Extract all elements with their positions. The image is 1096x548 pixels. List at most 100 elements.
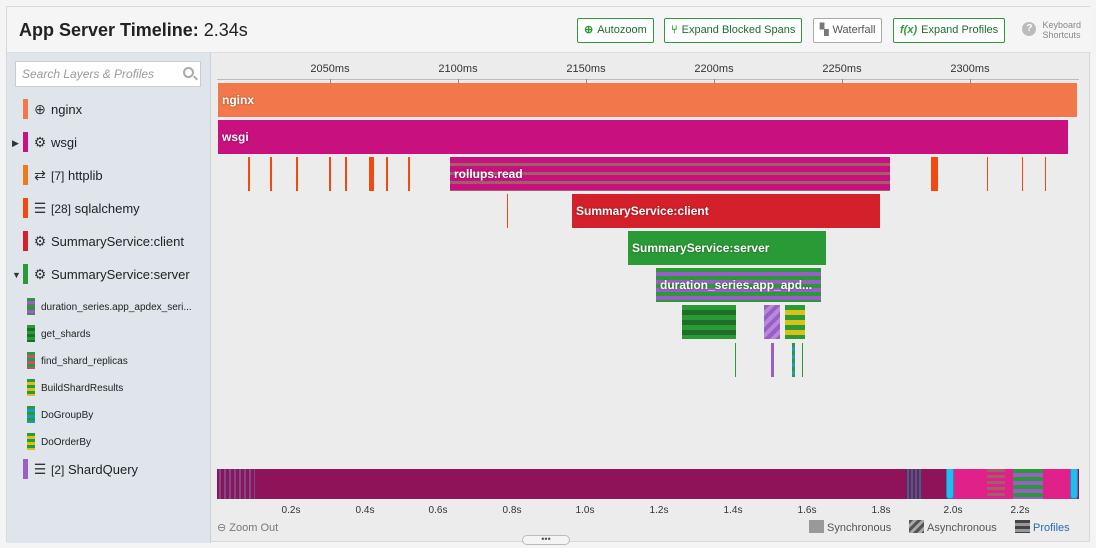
layer-color-swatch — [23, 99, 28, 119]
sqlalchemy-span[interactable] — [369, 157, 374, 191]
overview-minimap[interactable] — [217, 469, 1079, 499]
layer-label: nginx — [51, 102, 83, 117]
axis-tick — [970, 79, 971, 83]
layer-label: [28] sqlalchemy — [51, 201, 140, 216]
search-input[interactable]: Search Layers & Profiles — [15, 61, 201, 87]
resize-grip[interactable]: ••• — [522, 535, 570, 545]
layer-color-swatch — [23, 459, 28, 479]
profile-label: BuildShardResults — [41, 383, 124, 394]
profile-swatch — [27, 352, 35, 369]
span-nginx[interactable]: nginx — [218, 83, 1077, 117]
sqlalchemy-span[interactable] — [270, 157, 272, 191]
axis-tick-label: 2100ms — [438, 63, 478, 75]
expand-profiles-button[interactable]: f(x) Expand Profiles — [893, 18, 1006, 43]
gears-icon: ⚙ — [33, 233, 47, 249]
overview-segment — [219, 469, 255, 499]
profile-item[interactable]: get_shards — [7, 320, 211, 347]
profile-block-async[interactable] — [764, 305, 780, 339]
gears-icon: ⚙ — [33, 266, 47, 282]
collapse-arrow-icon[interactable]: ▼ — [12, 270, 21, 280]
sqlalchemy-span[interactable] — [345, 157, 347, 191]
profile-block[interactable] — [771, 343, 774, 377]
keyboard-shortcuts-link[interactable]: ? Keyboard Shortcuts — [1022, 20, 1081, 40]
sqlalchemy-span[interactable] — [931, 157, 938, 191]
layer-wsgi[interactable]: ▶ ⚙ wsgi — [7, 128, 211, 158]
sqlalchemy-span[interactable] — [248, 157, 250, 191]
sqlalchemy-span[interactable] — [1045, 157, 1046, 191]
layers-sidebar: Search Layers & Profiles ⊕ nginx ▶ ⚙ wsg… — [7, 53, 211, 543]
profile-swatch — [27, 298, 35, 315]
layer-color-swatch — [23, 198, 28, 218]
time-axis — [217, 79, 1079, 80]
layer-sqlalchemy[interactable]: ☰ [28] sqlalchemy — [7, 194, 211, 224]
layer-shardquery[interactable]: ☰ [2] ShardQuery — [7, 455, 211, 485]
keyboard-label-1: Keyboard — [1042, 20, 1081, 30]
asynchronous-swatch — [909, 520, 924, 533]
synchronous-swatch — [809, 520, 824, 533]
page-title: App Server Timeline: 2.34s — [19, 20, 248, 41]
layer-color-swatch — [23, 132, 28, 152]
database-icon: ☰ — [33, 461, 47, 477]
overview-right-handle[interactable] — [1070, 469, 1078, 499]
autozoom-button[interactable]: ⊕ Autozoom — [577, 18, 654, 43]
layer-label: [7] httplib — [51, 168, 103, 183]
axis-tick — [458, 79, 459, 83]
timeline-canvas[interactable]: 2050ms 2100ms 2150ms 2200ms 2250ms 2300m… — [217, 53, 1079, 465]
legend-asynchronous: Asynchronous — [909, 520, 997, 534]
layer-nginx[interactable]: ⊕ nginx — [7, 95, 211, 125]
profile-block-build-shard-results[interactable] — [785, 305, 805, 339]
zoom-icon: ⊕ — [584, 24, 594, 36]
legend-label: Synchronous — [827, 522, 892, 534]
layer-label: wsgi — [51, 135, 78, 150]
profile-item[interactable]: duration_series.app_apdex_seri... — [7, 293, 211, 320]
sqlalchemy-span[interactable] — [296, 157, 298, 191]
profile-block[interactable] — [792, 343, 795, 377]
overview-tick-label: 1.2s — [649, 505, 669, 516]
overview-left-handle[interactable] — [946, 469, 954, 499]
layer-summaryservice-server[interactable]: ▼ ⚙ SummaryService:server — [7, 260, 211, 290]
profile-item[interactable]: DoGroupBy — [7, 401, 211, 428]
profile-block[interactable] — [735, 343, 736, 377]
total-duration: 2.34s — [203, 20, 248, 40]
layer-httplib[interactable]: ⇄ [7] httplib — [7, 161, 211, 191]
sqlalchemy-span[interactable] — [408, 157, 410, 191]
span-duration-series[interactable]: duration_series.app_apd... — [656, 268, 821, 302]
zoom-out-button[interactable]: ⊖ Zoom Out — [217, 521, 278, 534]
expand-profiles-label: Expand Profiles — [921, 24, 999, 36]
sqlalchemy-span[interactable] — [987, 157, 988, 191]
profile-label: find_shard_replicas — [41, 356, 128, 367]
profile-swatch — [27, 406, 35, 423]
expand-blocked-spans-button[interactable]: ⑂ Expand Blocked Spans — [664, 18, 803, 43]
gears-icon: ⚙ — [33, 134, 47, 150]
autozoom-label: Autozoom — [597, 24, 647, 36]
axis-tick-label: 2150ms — [566, 63, 606, 75]
profile-block-get-shards[interactable] — [682, 305, 736, 339]
waterfall-button[interactable]: ▚ Waterfall — [813, 18, 883, 43]
httplib-span[interactable] — [507, 194, 508, 228]
expand-arrow-icon[interactable]: ▶ — [12, 138, 19, 148]
profile-block[interactable] — [802, 343, 803, 377]
profile-item[interactable]: find_shard_replicas — [7, 347, 211, 374]
overview-segment — [1013, 469, 1043, 499]
profile-swatch — [27, 325, 35, 342]
span-rollups-read[interactable]: rollups.read — [450, 157, 890, 191]
sqlalchemy-span[interactable] — [1022, 157, 1023, 191]
profile-label: get_shards — [41, 329, 91, 340]
help-icon: ? — [1022, 22, 1037, 36]
profile-item[interactable]: BuildShardResults — [7, 374, 211, 401]
span-wsgi[interactable]: wsgi — [218, 120, 1068, 154]
overview-tick-label: 1.6s — [797, 505, 817, 516]
zoom-out-label: Zoom Out — [229, 522, 279, 534]
sqlalchemy-span[interactable] — [386, 157, 388, 191]
zoom-out-icon: ⊖ — [217, 522, 227, 534]
search-placeholder: Search Layers & Profiles — [22, 67, 155, 81]
span-summaryservice-client[interactable]: SummaryService:client — [572, 194, 880, 228]
sqlalchemy-span[interactable] — [329, 157, 331, 191]
layer-summaryservice-client[interactable]: ⚙ SummaryService:client — [7, 227, 211, 257]
overview-tick-label: 2.2s — [1010, 505, 1030, 516]
profiles-swatch — [1015, 520, 1030, 533]
span-summaryservice-server[interactable]: SummaryService:server — [628, 231, 826, 265]
profile-item[interactable]: DoOrderBy — [7, 428, 211, 455]
overview-tick-label: 1.4s — [723, 505, 743, 516]
title-label: App Server Timeline: — [19, 20, 199, 40]
